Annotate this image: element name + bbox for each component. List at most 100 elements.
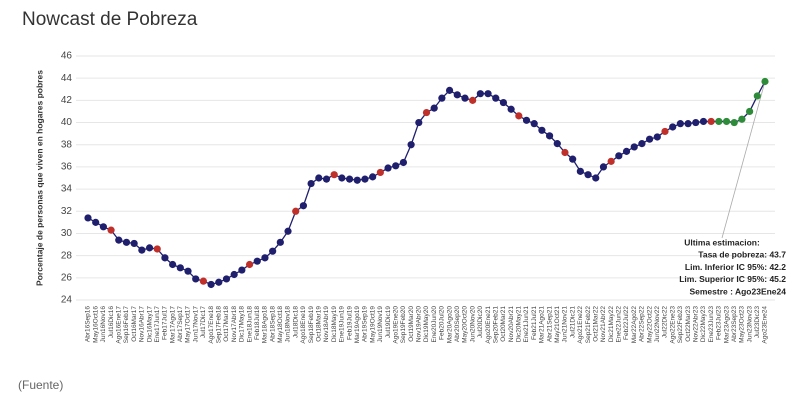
x-tick-label: Nov22Abr23 (692, 306, 699, 343)
x-tick-label: Ago17Ene18 (208, 306, 215, 344)
data-point (299, 202, 308, 210)
annotation-text: Lim. Inferior IC 95%: 42.2 (685, 262, 786, 272)
x-tick-label: May21Oct21 (554, 306, 561, 343)
y-tick-label: 38 (61, 139, 73, 150)
data-point (607, 157, 615, 165)
chart-title: Nowcast de Pobreza (22, 9, 198, 30)
x-tick-label: Feb21Jul21 (531, 306, 538, 340)
data-point (361, 175, 369, 183)
data-point (330, 171, 338, 179)
x-tick-label: Feb18Jul18 (254, 306, 261, 340)
x-tick-label: Ago19Ene20 (392, 306, 399, 344)
data-point (738, 115, 746, 123)
data-point (553, 140, 561, 148)
data-point (707, 117, 715, 126)
x-tick-label: Sep18Feb19 (308, 306, 315, 344)
data-point (322, 175, 331, 183)
x-tick-label: Jul16Dic16 (108, 306, 115, 339)
data-point (245, 260, 254, 269)
data-point (561, 148, 569, 157)
data-point (207, 280, 215, 289)
x-tick-label: Mar18Ago18 (262, 306, 269, 344)
data-point (522, 116, 531, 124)
data-point (99, 223, 107, 231)
y-tick-label: 26 (61, 272, 73, 283)
x-tick-label: Abr23Sep23 (731, 306, 738, 343)
x-tick-label: Ago16Ene17 (115, 306, 122, 344)
x-tick-label: Ago22Ene23 (669, 306, 676, 344)
data-point (222, 275, 231, 283)
data-point (638, 140, 646, 148)
data-point (276, 238, 284, 246)
x-tick-label: Ago23Ene24 (762, 306, 769, 344)
data-point (761, 77, 769, 86)
data-point (153, 245, 161, 253)
data-point (261, 254, 269, 262)
data-point (746, 107, 754, 116)
y-tick-label: 34 (61, 184, 73, 195)
data-point (130, 239, 138, 248)
y-tick-label: 30 (61, 228, 73, 239)
x-tick-label: Ago20Ene21 (485, 306, 492, 344)
x-tick-label: Feb19Jul19 (346, 306, 353, 340)
y-tick-label: 42 (61, 95, 73, 106)
data-point (422, 108, 431, 117)
x-tick-label: Ene23Jun23 (708, 306, 715, 343)
x-tick-label: Mar21Ago21 (539, 306, 546, 344)
y-tick-label: 36 (61, 162, 73, 173)
data-point (715, 117, 723, 126)
x-tick-label: Jun17Nov17 (192, 306, 199, 343)
data-point (445, 86, 454, 94)
data-point (538, 126, 546, 134)
data-point (430, 104, 438, 112)
x-tick-label: Oct19Mar20 (408, 306, 415, 342)
x-tick-label: Sep19Feb20 (400, 306, 407, 344)
x-tick-label: Oct18Mar19 (316, 306, 323, 342)
x-tick-label: Abr20Sep20 (454, 306, 461, 343)
x-tick-label: Jul17Dic17 (200, 306, 207, 339)
data-point (630, 143, 638, 151)
data-point (415, 118, 423, 127)
data-point (292, 207, 300, 215)
x-tick-label: Dic21May22 (608, 306, 615, 343)
x-tick-label: Sep22Feb23 (677, 306, 684, 344)
x-tick-label: Ene20Jun20 (431, 306, 438, 343)
y-tick-label: 28 (61, 250, 73, 261)
data-point (338, 174, 346, 182)
data-point (438, 94, 446, 102)
data-point (407, 141, 415, 149)
x-tick-label: Feb17Jul17 (162, 306, 169, 340)
x-tick-label: May16Oct16 (92, 306, 99, 343)
data-point (622, 147, 631, 155)
x-tick-label: Feb23Jul23 (716, 306, 723, 340)
x-tick-label: Jul21Dic21 (569, 306, 576, 339)
data-point (469, 96, 477, 104)
y-tick-label: 44 (61, 73, 73, 84)
data-point (722, 117, 731, 126)
data-point (107, 226, 115, 234)
data-point (184, 267, 192, 275)
x-tick-label: Abr22Sep22 (639, 306, 646, 343)
data-point (692, 118, 700, 127)
x-tick-label: May22Oct22 (646, 306, 653, 343)
x-tick-label: Oct20Mar21 (500, 306, 507, 342)
data-point (476, 90, 484, 98)
x-tick-label: Mar22Ago22 (631, 306, 638, 344)
x-tick-label: Mar20Ago20 (446, 306, 453, 344)
x-tick-label: Jul22Dic22 (662, 306, 669, 339)
x-tick-label: Jun23Nov23 (746, 306, 753, 343)
y-tick-label: 32 (61, 206, 73, 217)
data-point (145, 244, 154, 252)
data-point (84, 214, 92, 222)
x-tick-label: Nov16Abr17 (139, 306, 146, 343)
data-point (515, 112, 523, 120)
data-point (584, 171, 592, 179)
data-point (284, 227, 292, 235)
x-tick-label: Jul19Dic19 (385, 306, 392, 339)
data-point (484, 90, 492, 98)
x-tick-label: Oct21Mar22 (592, 306, 599, 342)
x-tick-label: Nov19Abr20 (416, 306, 423, 343)
x-tick-label: Dic19May20 (423, 306, 430, 343)
data-point (753, 92, 761, 100)
x-tick-label: May18Oct18 (277, 306, 284, 343)
